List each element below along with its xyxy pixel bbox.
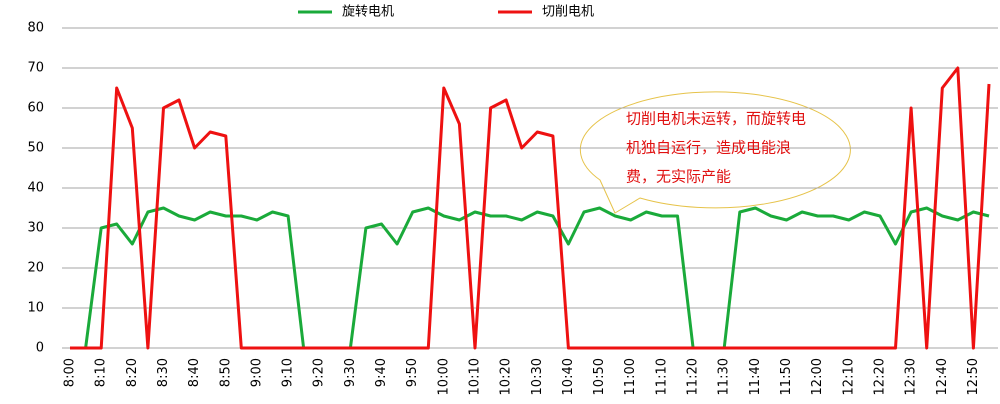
y-tick-label: 60 [27,101,44,116]
x-tick-label: 9:30 [343,358,358,387]
x-tick-label: 8:30 [156,358,171,387]
x-tick-label: 11:10 [654,358,669,395]
callout-bubble [579,91,851,214]
y-tick-label: 10 [27,301,44,316]
x-tick-label: 12:40 [935,358,950,395]
series-line [70,66,991,350]
x-tick-label: 11:00 [623,358,638,395]
legend-label: 旋转电机 [342,5,394,20]
x-tick-label: 11:50 [779,358,794,395]
y-tick-label: 20 [27,261,44,276]
y-tick-label: 70 [27,61,44,76]
series-line [70,206,990,350]
y-tick-label: 30 [27,221,44,236]
x-tick-label: 12:20 [872,358,887,395]
x-tick-label: 10:40 [561,358,576,395]
x-tick-label: 11:40 [748,358,763,395]
x-tick-label: 10:10 [467,358,482,395]
x-tick-label: 9:50 [405,358,420,387]
y-tick-label: 80 [27,21,44,36]
x-tick-label: 12:50 [966,358,981,395]
x-tick-label: 10:50 [592,358,607,395]
x-tick-label: 9:10 [281,358,296,387]
x-tick-label: 11:30 [717,358,732,395]
x-tick-label: 10:20 [499,358,514,395]
x-tick-label: 10:00 [436,358,451,395]
annotation-text: 机独自运行，造成电能浪 [626,139,791,157]
y-tick-label: 50 [27,141,44,156]
x-tick-label: 10:30 [530,358,545,395]
x-tick-label: 11:20 [686,358,701,395]
x-tick-label: 8:10 [94,358,109,387]
x-tick-label: 12:30 [904,358,919,395]
x-tick-label: 8:20 [125,358,140,387]
x-tick-label: 9:40 [374,358,389,387]
x-tick-label: 12:00 [810,358,825,395]
x-tick-label: 8:00 [63,358,78,387]
x-tick-label: 9:00 [249,358,264,387]
y-tick-label: 40 [27,181,44,196]
annotation-text: 费，无实际产能 [626,168,731,186]
x-tick-label: 8:40 [187,358,202,387]
x-tick-label: 8:50 [218,358,233,387]
x-tick-label: 12:10 [841,358,856,395]
legend-label: 切削电机 [542,5,594,20]
y-tick-label: 0 [36,341,44,356]
annotation-text: 切削电机未运转，而旋转电 [626,110,806,128]
x-tick-label: 9:20 [312,358,327,387]
